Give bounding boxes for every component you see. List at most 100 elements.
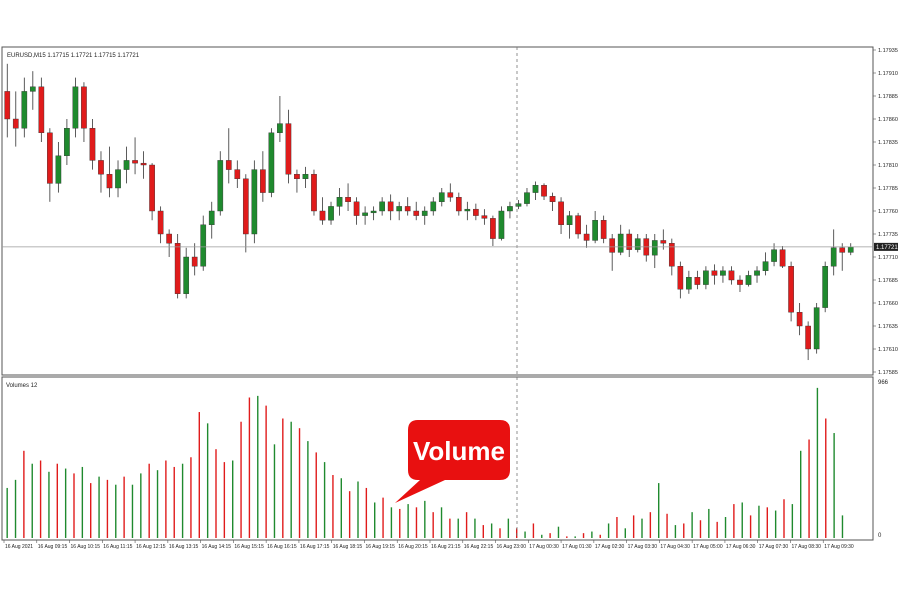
candle-bull bbox=[754, 270, 760, 276]
time-tick-label: 16 Aug 20:15 bbox=[398, 544, 428, 550]
time-axis: 16 Aug 2021 16 Aug 09:15 16 Aug 10:15 16 Au… bbox=[3, 540, 854, 550]
candle-bull bbox=[200, 224, 207, 267]
candle-bear bbox=[132, 160, 138, 164]
candle-bull bbox=[277, 123, 283, 133]
price-tick-label: 1.17660 bbox=[878, 301, 898, 307]
candle-bull bbox=[336, 196, 343, 207]
time-tick-label: 16 Aug 10:15 bbox=[71, 544, 101, 550]
time-tick-label: 16 Aug 17:15 bbox=[300, 544, 330, 550]
candle-bull bbox=[123, 160, 130, 170]
candle-bull bbox=[430, 201, 437, 212]
time-tick-label: 16 Aug 16:15 bbox=[267, 544, 297, 550]
candle-bear bbox=[285, 123, 292, 175]
candle-bear bbox=[788, 266, 794, 313]
candle-bear bbox=[106, 173, 113, 189]
time-tick-label: 16 Aug 19:15 bbox=[365, 544, 395, 550]
candle-bull bbox=[762, 261, 769, 272]
time-tick-label: 16 Aug 21:15 bbox=[431, 544, 461, 550]
candle-bull bbox=[524, 192, 530, 204]
candle-bear bbox=[413, 210, 420, 216]
time-tick-label: 16 Aug 15:15 bbox=[234, 544, 264, 550]
candle-bull bbox=[847, 246, 854, 253]
time-tick-label: 16 Aug 13:15 bbox=[169, 544, 199, 550]
candle-bear bbox=[447, 192, 454, 198]
volume-zero-label: 0 bbox=[878, 533, 882, 539]
candle-bear bbox=[839, 247, 846, 253]
time-tick-label: 16 Aug 14:15 bbox=[202, 544, 232, 550]
candle-bull bbox=[328, 206, 334, 221]
candle-bull bbox=[379, 201, 385, 212]
candle-bear bbox=[81, 86, 87, 129]
candle-bull bbox=[634, 238, 641, 250]
time-tick-label: 17 Aug 03:30 bbox=[628, 544, 658, 550]
time-tick-label: 16 Aug 22:15 bbox=[464, 544, 494, 550]
candle-bear bbox=[779, 249, 786, 267]
time-tick-label: 16 Aug 11:15 bbox=[103, 544, 132, 550]
candle-bear bbox=[694, 277, 701, 285]
candle-bear bbox=[140, 162, 147, 166]
price-pane-frame bbox=[1, 46, 874, 376]
candle-bear bbox=[294, 173, 300, 179]
candle-bull bbox=[370, 210, 377, 214]
candle-bull bbox=[822, 266, 829, 308]
time-tick-label: 17 Aug 05:00 bbox=[693, 544, 723, 550]
time-tick-label: 17 Aug 06:30 bbox=[726, 544, 756, 550]
candle-bull bbox=[64, 127, 70, 156]
candle-bear bbox=[728, 270, 735, 281]
candle-bear bbox=[242, 178, 249, 235]
candle-bear bbox=[166, 233, 172, 244]
candle-bear bbox=[805, 325, 811, 350]
candle-bull bbox=[183, 256, 190, 294]
candle-bull bbox=[29, 86, 36, 92]
candle-bear bbox=[387, 201, 394, 212]
callout-bubble bbox=[395, 420, 510, 503]
price-tick-label: 1.17835 bbox=[878, 140, 898, 146]
price-tick-label: 1.17860 bbox=[878, 117, 898, 123]
candle-bear bbox=[353, 201, 360, 216]
price-tick-label: 1.17635 bbox=[878, 324, 898, 330]
candle-bear bbox=[149, 164, 155, 212]
candle-bull bbox=[251, 169, 258, 235]
candle-bull bbox=[813, 307, 820, 350]
candle-bear bbox=[481, 215, 488, 219]
time-tick-label: 17 Aug 07:30 bbox=[759, 544, 789, 550]
candle-bull bbox=[115, 169, 121, 189]
candle-bull bbox=[302, 173, 309, 179]
candle-bear bbox=[225, 160, 232, 170]
volume-indicator-title: Volumes 12 bbox=[6, 383, 38, 389]
candle-bull bbox=[703, 270, 709, 285]
candle-bull bbox=[771, 249, 777, 262]
candle-bull bbox=[55, 155, 62, 184]
candle-bear bbox=[455, 196, 462, 212]
candle-bear bbox=[345, 196, 351, 202]
volume-series bbox=[6, 387, 844, 538]
current-price-label: 1.17721 bbox=[876, 245, 898, 251]
time-tick-label: 17 Aug 02:30 bbox=[595, 544, 625, 550]
candle-bull bbox=[720, 270, 726, 276]
candle-bear bbox=[98, 160, 104, 175]
price-tick-label: 1.17610 bbox=[878, 347, 898, 353]
candle-bear bbox=[4, 91, 11, 120]
symbol-header: EURUSD,M15 1.17715 1.17721 1.17715 1.177… bbox=[7, 53, 140, 59]
candle-bear bbox=[38, 86, 45, 134]
candle-bear bbox=[47, 132, 53, 184]
candle-bear bbox=[12, 118, 19, 129]
candle-bull bbox=[421, 210, 428, 216]
candle-bull bbox=[362, 212, 368, 216]
time-tick-label: 16 Aug 09:15 bbox=[38, 544, 68, 550]
time-tick-label: 17 Aug 00:30 bbox=[529, 544, 559, 550]
candle-bear bbox=[677, 266, 684, 290]
candle-bull bbox=[507, 206, 513, 212]
price-tick-label: 1.17735 bbox=[878, 232, 898, 238]
time-tick-label: 16 Aug 18:15 bbox=[333, 544, 363, 550]
time-tick-label: 16 Aug 12:15 bbox=[136, 544, 166, 550]
candle-bear bbox=[609, 238, 616, 253]
price-tick-label: 1.17710 bbox=[878, 255, 898, 261]
candle-bear bbox=[600, 219, 607, 239]
candle-bear bbox=[473, 208, 479, 216]
candle-bear bbox=[626, 233, 633, 250]
candle-bull bbox=[72, 86, 79, 129]
candle-bull bbox=[438, 192, 445, 203]
